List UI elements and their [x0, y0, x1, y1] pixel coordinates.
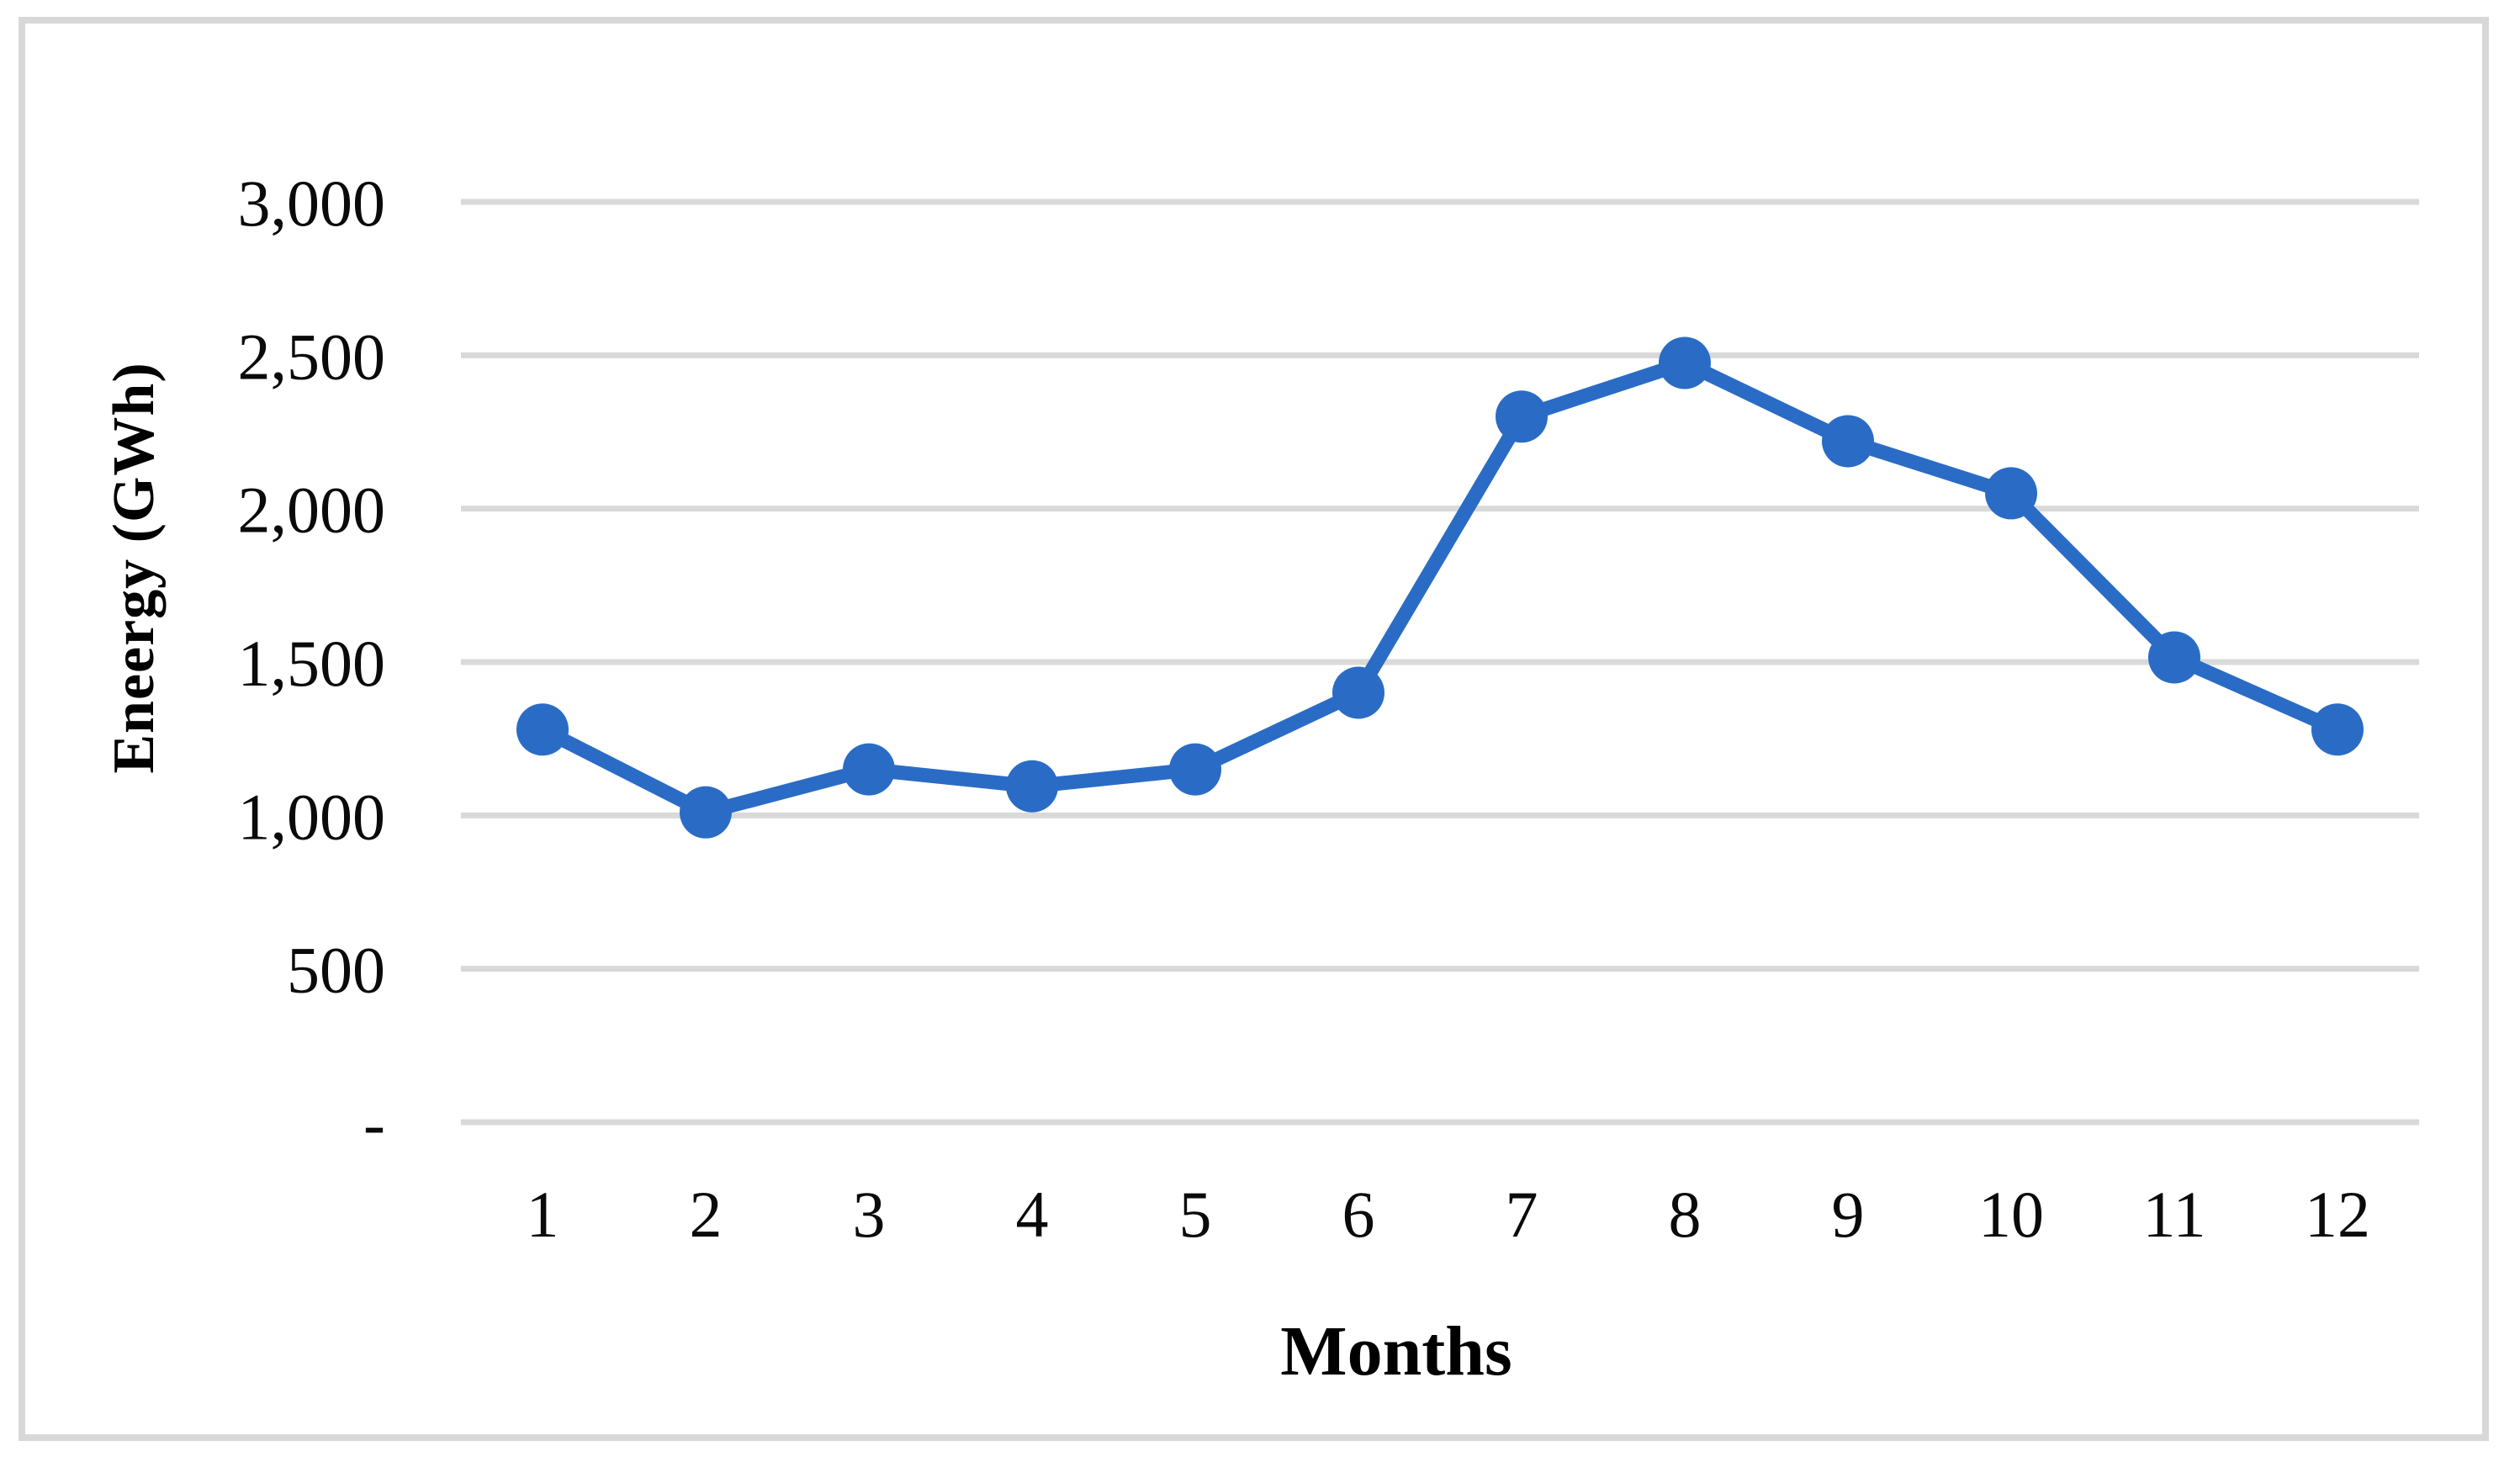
data-point-month-10	[1985, 467, 2037, 520]
x-tick-label-month-4: 4	[1016, 1178, 1049, 1251]
data-point-month-2	[680, 786, 732, 839]
energy-line-series	[535, 355, 2345, 820]
y-axis-tick-labels: 3,000 2,500 2,000 1,500 1,000 500 -	[238, 167, 386, 1160]
gridlines-group	[461, 199, 2419, 1126]
x-tick-label-month-8: 8	[1669, 1178, 1702, 1251]
x-tick-label-month-1: 1	[527, 1178, 559, 1251]
x-tick-label-month-12: 12	[2305, 1178, 2370, 1251]
data-point-month-3	[843, 743, 895, 796]
y-axis-title: Eneergy (GWh)	[102, 362, 167, 774]
data-point-month-1	[516, 703, 569, 756]
figure-border-frame	[19, 17, 2489, 1441]
x-axis-tick-labels: 1 2 3 4 5 6 7 8 9 10 11 12	[527, 1178, 2371, 1251]
x-tick-label-month-11: 11	[2142, 1178, 2205, 1251]
data-point-month-11	[2148, 631, 2200, 684]
x-tick-label-month-5: 5	[1179, 1178, 1212, 1251]
x-tick-label-month-7: 7	[1506, 1178, 1538, 1251]
y-tick-label: -	[363, 1087, 385, 1160]
x-tick-label-month-10: 10	[1978, 1178, 2044, 1251]
data-point-month-7	[1496, 390, 1548, 443]
data-series-group	[516, 336, 2364, 839]
data-point-month-9	[1822, 415, 1874, 468]
data-point-month-5	[1169, 743, 1221, 796]
x-tick-label-month-2: 2	[690, 1178, 723, 1251]
x-tick-label-month-6: 6	[1342, 1178, 1375, 1251]
data-point-month-6	[1332, 666, 1384, 719]
x-tick-label-month-3: 3	[853, 1178, 886, 1251]
x-tick-label-month-9: 9	[1832, 1178, 1865, 1251]
data-point-month-12	[2311, 703, 2364, 756]
y-tick-label: 1,500	[238, 627, 386, 700]
data-point-month-4	[1006, 760, 1058, 813]
y-tick-label: 1,000	[238, 780, 386, 853]
data-point-month-8	[1659, 336, 1711, 389]
x-axis-title: Months	[1280, 1312, 1512, 1391]
y-tick-label: 2,000	[238, 474, 386, 547]
y-tick-label: 500	[287, 934, 385, 1007]
y-tick-label: 3,000	[238, 167, 386, 240]
y-tick-label: 2,500	[238, 320, 386, 393]
